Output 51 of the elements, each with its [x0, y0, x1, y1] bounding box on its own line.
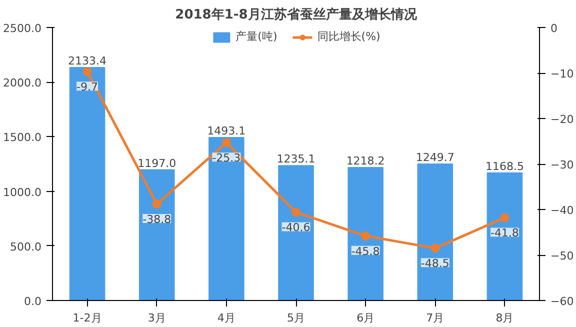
data-label: 1249.7	[416, 151, 454, 164]
y-tick-label: 0.0	[24, 295, 42, 308]
point	[152, 200, 162, 209]
point	[82, 67, 92, 76]
y2-tick-label: −60	[550, 295, 574, 308]
data-label: 1235.1	[276, 152, 316, 166]
legend-label: 同比增长(%)	[317, 29, 380, 44]
data-label: 1168.5	[485, 160, 524, 173]
bar	[208, 136, 244, 300]
x-tick-label: 3月	[148, 312, 166, 324]
y-tick-label: 1000.0	[3, 186, 42, 199]
x-tick-label: 1-2月	[72, 312, 102, 324]
point	[292, 208, 300, 217]
bar	[69, 67, 106, 300]
bar	[486, 172, 523, 300]
point	[361, 231, 370, 240]
y2-tick-label: −40	[550, 204, 574, 217]
x-tick-label: 6月	[356, 312, 375, 324]
y2-tick-label: −20	[550, 113, 574, 126]
point	[222, 138, 231, 148]
data-label: -25.3	[212, 152, 241, 165]
data-label: -45.8	[351, 244, 380, 258]
x-tick-label: 8月	[496, 312, 514, 324]
legend-label: 产量(吨)	[236, 29, 278, 44]
data-label: -9.7	[76, 80, 98, 94]
data-label: 1197.0	[138, 156, 176, 170]
x-tick-label: 4月	[217, 312, 236, 324]
x-tick-label: 5月	[287, 312, 305, 324]
y-tick-label: 2500.0	[3, 22, 42, 35]
data-label: 1493.1	[207, 124, 246, 138]
chart-title: 2018年1-8月江苏省蚕丝产量及增长情况	[175, 6, 418, 22]
bar	[417, 164, 454, 300]
point	[430, 244, 440, 253]
data-label: 1218.2	[346, 154, 385, 168]
data-label: -48.5	[420, 257, 450, 270]
data-label: -41.8	[490, 226, 519, 240]
y-tick-label: 2000.0	[3, 76, 42, 90]
bar	[278, 165, 314, 300]
y-tick-label: 1500.0	[3, 131, 42, 144]
y2-tick-label: 0	[550, 22, 558, 35]
data-label: -40.6	[282, 221, 310, 234]
data-label: -38.8	[142, 213, 172, 226]
bar	[348, 166, 384, 300]
y2-tick-label: −30	[550, 158, 574, 172]
point	[500, 213, 510, 222]
y2-tick-label: −10	[550, 68, 574, 80]
y-tick-label: 500.0	[10, 240, 42, 254]
x-tick-label: 7月	[426, 312, 444, 324]
bar	[138, 169, 175, 300]
data-label: 2133.4	[68, 54, 107, 68]
y2-tick-label: −50	[550, 250, 574, 262]
